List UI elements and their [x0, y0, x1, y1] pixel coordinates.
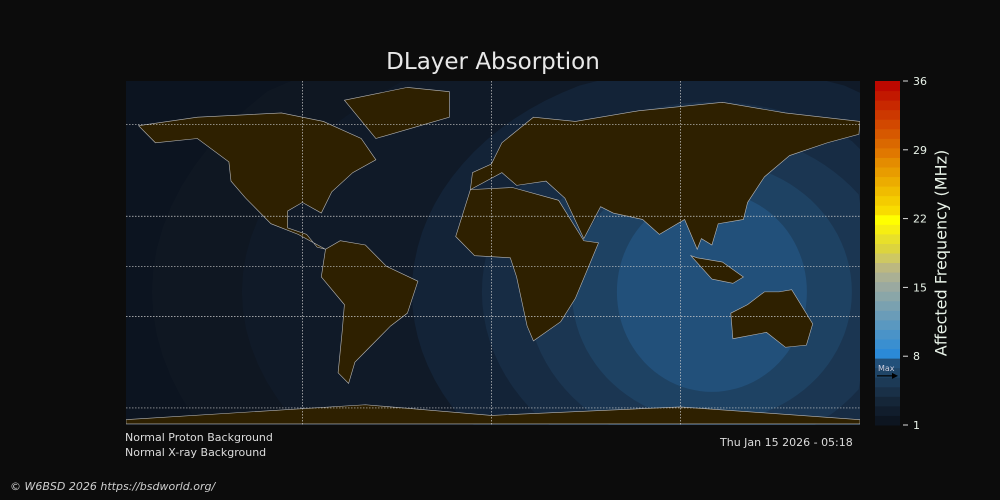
colorbar-segment [875, 205, 900, 216]
colorbar-segment [875, 186, 900, 197]
credit-link[interactable]: © W6BSD 2026 https://bsdworld.org/ [10, 480, 216, 493]
colorbar-segment [875, 81, 900, 92]
colorbar-segment [875, 195, 900, 206]
colorbar-segment [875, 300, 900, 311]
colorbar-segment [875, 367, 900, 378]
absorption-contour [616, 191, 807, 392]
colorbar-segment [875, 405, 900, 416]
landmass [470, 101, 860, 251]
colorbar-tick-label: 22 [913, 213, 927, 226]
max-marker-arrowhead [892, 372, 898, 379]
colorbar-segment [875, 377, 900, 388]
proton-status: Normal Proton Background [125, 431, 273, 444]
colorbar-segment [875, 253, 900, 264]
colorbar-segment [875, 262, 900, 273]
landmass [689, 255, 744, 284]
colorbar-label: Affected Frequency (MHz) [931, 149, 951, 357]
colorbar-segment [875, 100, 900, 111]
colorbar-tick-label: 8 [913, 350, 920, 363]
colorbar-segment [875, 147, 900, 158]
timestamp: Thu Jan 15 2026 - 05:18 [720, 436, 853, 449]
landmass [320, 240, 419, 385]
colorbar-segment [875, 157, 900, 168]
colorbar-segment [875, 291, 900, 302]
colorbar-segment [875, 358, 900, 369]
colorbar-tick-label: 1 [913, 419, 920, 432]
colorbar-segment [875, 386, 900, 397]
colorbar-tick-label: 29 [913, 144, 927, 157]
colorbar-segment [875, 329, 900, 340]
colorbar-segment [875, 415, 900, 426]
colorbar-segment [875, 167, 900, 178]
colorbar-segment [875, 109, 900, 120]
landmass [730, 289, 814, 348]
colorbar-segment [875, 119, 900, 130]
landmass [343, 87, 450, 139]
chart-title: DLayer Absorption [386, 49, 600, 75]
colorbar-segment [875, 339, 900, 350]
colorbar-segment [875, 138, 900, 149]
colorbar-segment [875, 90, 900, 101]
absorption-map [126, 81, 860, 425]
colorbar-tick-label: 36 [913, 75, 927, 88]
colorbar-segment [875, 176, 900, 187]
colorbar-segment [875, 310, 900, 321]
colorbar-segment [875, 396, 900, 407]
colorbar-segment [875, 319, 900, 330]
colorbar-segment [875, 214, 900, 225]
xray-status: Normal X-ray Background [125, 446, 267, 459]
colorbar-segment [875, 348, 900, 359]
colorbar-segment [875, 243, 900, 254]
colorbar-segment [875, 224, 900, 235]
colorbar: 36 29 22 15 8 1 Max [875, 75, 927, 432]
colorbar-segment [875, 128, 900, 139]
landmass [137, 112, 377, 250]
colorbar-segment [875, 272, 900, 283]
landmass [126, 404, 860, 425]
max-marker-label: Max [878, 364, 895, 373]
colorbar-segment [875, 281, 900, 292]
colorbar-segment [875, 233, 900, 244]
colorbar-tick-label: 15 [913, 281, 927, 294]
